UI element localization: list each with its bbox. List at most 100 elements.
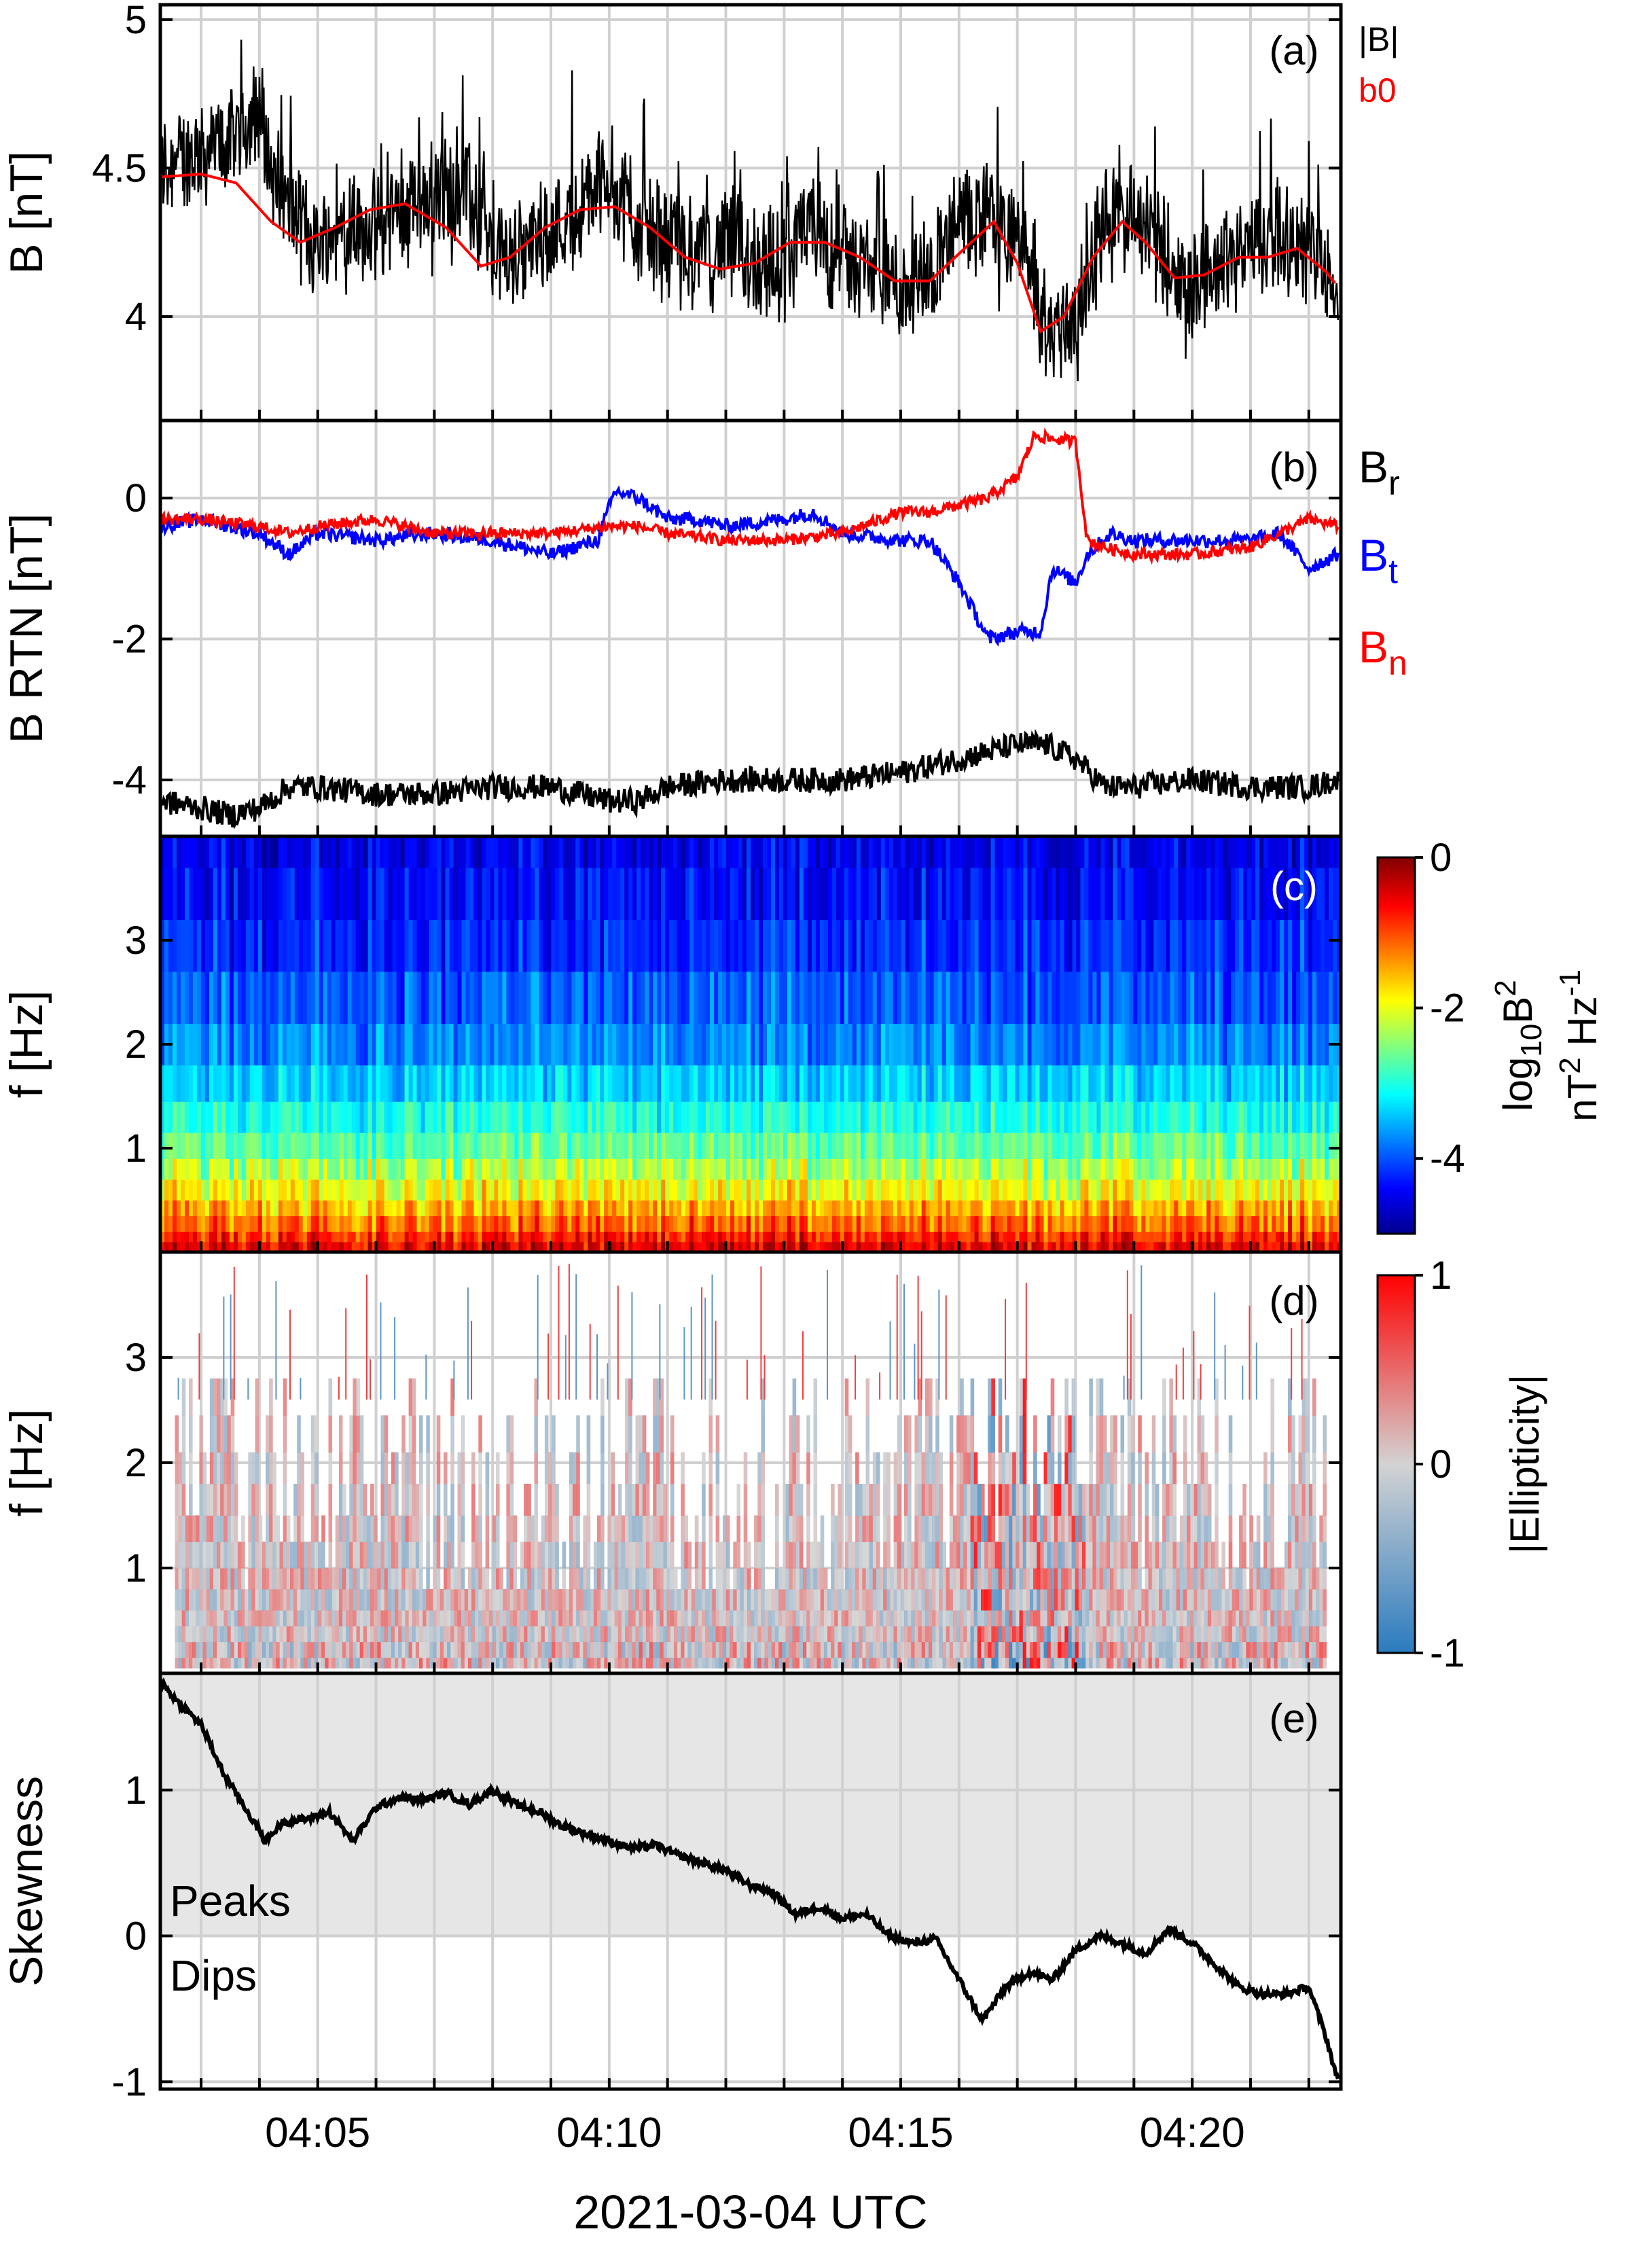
ell-cell (185, 1542, 190, 1569)
spec-cell (787, 919, 792, 972)
spec-cell (579, 1241, 584, 1253)
spec-cell (929, 1179, 935, 1201)
spec-cell (1068, 1158, 1073, 1180)
spec-cell (559, 971, 564, 1024)
spec-cell (209, 836, 214, 868)
spec-cell (897, 867, 902, 920)
spec-cell (563, 1231, 568, 1243)
spec-cell (888, 919, 894, 972)
ell-cell (234, 1452, 238, 1484)
spec-cell (767, 1065, 772, 1102)
ell-cell (335, 1589, 340, 1611)
ell-cell (248, 1542, 252, 1569)
spec-cell (685, 1133, 690, 1159)
spec-cell (962, 1215, 967, 1232)
ell-cell (227, 1657, 232, 1669)
spec-cell (783, 1231, 788, 1243)
ell-cell (423, 1641, 427, 1658)
spec-cell (827, 1023, 833, 1066)
spec-cell (168, 1065, 173, 1102)
spec-cell (799, 971, 804, 1024)
spec-cell (763, 1023, 768, 1066)
spec-cell (1076, 1215, 1081, 1232)
spec-cell (1137, 1241, 1142, 1253)
spec-cell (600, 1179, 605, 1201)
spec-cell (1178, 919, 1183, 972)
ell-cell (370, 1589, 374, 1611)
spec-cell (522, 919, 527, 972)
spec-cell (571, 1133, 576, 1159)
spec-cell (233, 1241, 238, 1253)
spec-cell (868, 1179, 874, 1201)
spec-cell (478, 1215, 483, 1232)
spec-cell (1080, 1133, 1085, 1159)
ell-cell (230, 1484, 235, 1516)
spec-cell (596, 1158, 600, 1180)
spec-cell (567, 1200, 572, 1217)
ell-cell (310, 1542, 315, 1569)
spec-cell (1284, 867, 1289, 920)
spec-cell (302, 1200, 308, 1217)
spec-cell (372, 1101, 377, 1133)
spec-cell (531, 1231, 535, 1243)
ell-cell (439, 1589, 444, 1611)
spec-cell (755, 1179, 759, 1201)
spec-cell (742, 1101, 747, 1133)
spec-cell (213, 1241, 218, 1253)
spec-cell (1031, 1179, 1037, 1201)
spec-cell (563, 919, 568, 972)
spec-cell (819, 1200, 825, 1217)
spec-cell (396, 971, 401, 1024)
spec-cell (502, 1179, 507, 1201)
spec-cell (604, 971, 609, 1024)
spec-cell (319, 1179, 324, 1201)
spec-cell (266, 836, 271, 868)
spec-cell (986, 1200, 992, 1217)
spec-cell (669, 1065, 674, 1102)
spec-cell (783, 836, 788, 868)
spec-cell (653, 1215, 658, 1232)
spec-cell (457, 1101, 463, 1133)
spec-cell (209, 1023, 214, 1066)
spec-cell (909, 867, 914, 920)
spec-cell (738, 1158, 743, 1180)
spec-cell (669, 1179, 674, 1201)
spec-cell (229, 867, 234, 920)
ell-cell (283, 1657, 287, 1669)
spec-cell (583, 836, 588, 868)
spec-cell (535, 836, 539, 868)
spec-cell (196, 1133, 202, 1159)
spec-cell (681, 867, 686, 920)
spec-cell (1304, 1200, 1309, 1217)
spec-cell (331, 1215, 336, 1232)
ell-cell (387, 1626, 392, 1643)
spec-cell (905, 1023, 910, 1066)
spec-cell (779, 1101, 784, 1133)
spec-cell (819, 836, 825, 868)
spec-cell (229, 1158, 234, 1180)
spec-cell (1239, 1065, 1244, 1102)
spec-cell (657, 1065, 662, 1102)
spec-cell (628, 1023, 633, 1066)
spec-cell (1263, 867, 1268, 920)
spec-cell (1003, 919, 1008, 972)
spec-cell (941, 1241, 947, 1253)
spec-cell (1039, 1133, 1045, 1159)
spec-cell (372, 1158, 377, 1180)
spec-cell (990, 836, 996, 868)
spec-cell (327, 1241, 332, 1253)
spec-cell (1206, 971, 1211, 1024)
spec-cell (200, 836, 206, 868)
spec-cell (286, 1200, 291, 1217)
ell-cell (181, 1484, 186, 1516)
spec-cell (380, 919, 385, 972)
spec-cell (392, 1200, 397, 1217)
spec-cell (181, 919, 185, 972)
spec-cell (1035, 1200, 1041, 1217)
spec-cell (856, 1231, 861, 1243)
spec-cell (1316, 1179, 1321, 1201)
spec-cell (1329, 867, 1333, 920)
spec-cell (962, 1133, 967, 1159)
spec-cell (1007, 836, 1012, 868)
spec-cell (290, 1179, 295, 1201)
